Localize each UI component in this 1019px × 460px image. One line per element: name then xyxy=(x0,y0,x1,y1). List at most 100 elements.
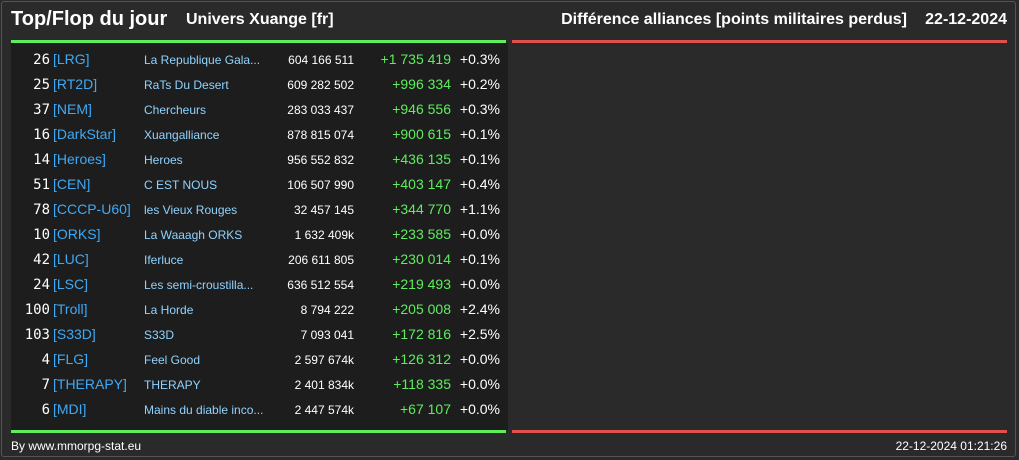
alliance-rank: 42 xyxy=(33,252,50,268)
alliance-rank: 6 xyxy=(41,402,50,418)
points-difference: +205 008 xyxy=(392,301,451,317)
alliance-name-link[interactable]: La Waaagh ORKS xyxy=(144,228,243,242)
points-difference: +344 770 xyxy=(392,201,451,217)
site-credit: By www.mmorpg-stat.eu xyxy=(11,439,142,453)
alliance-name-link[interactable]: Iferluce xyxy=(144,253,184,267)
table-row: 78 [CCCP-U60] les Vieux Rouges 32 457 145 +3… xyxy=(11,197,508,222)
table-row: 10 [ORKS] La Waaagh ORKS 1 632 409k +233 585… xyxy=(11,222,508,247)
alliance-points: 609 282 502 xyxy=(287,78,354,92)
points-difference: +67 107 xyxy=(400,401,451,417)
alliance-rank: 51 xyxy=(33,177,50,193)
alliance-tag-link[interactable]: [LRG] xyxy=(53,51,90,67)
alliance-name-link[interactable]: Mains du diable inco... xyxy=(144,403,264,417)
header: Top/Flop du jour Univers Xuange [fr] Dif… xyxy=(0,0,1019,40)
percent-change: +2.4% xyxy=(459,301,500,317)
ranking-subtitle: Différence alliances [points militaires … xyxy=(561,11,907,28)
alliance-name-link[interactable]: Chercheurs xyxy=(144,103,207,117)
table-row: 100 [Troll] La Horde 8 794 222 +205 008 +2.4% xyxy=(11,297,508,322)
alliance-points: 283 033 437 xyxy=(287,103,354,117)
percent-change: +2.5% xyxy=(459,326,500,342)
alliance-name-link[interactable]: les Vieux Rouges xyxy=(144,203,238,217)
table-row: 7 [THERAPY] THERAPY 2 401 834k +118 335 +0.0% xyxy=(11,372,508,397)
alliance-tag-link[interactable]: [LSC] xyxy=(53,276,89,292)
table-row: 103 [S33D] S33D 7 093 041 +172 816 +2.5% xyxy=(11,322,508,347)
alliance-points: 7 093 041 xyxy=(300,328,354,342)
alliance-name-link[interactable]: Feel Good xyxy=(144,353,201,367)
alliance-rank: 26 xyxy=(33,52,50,68)
percent-change: +0.2% xyxy=(459,76,500,92)
header-date: 22-12-2024 xyxy=(925,11,1007,28)
points-difference: +900 615 xyxy=(392,126,451,142)
alliance-name-link[interactable]: C EST NOUS xyxy=(144,178,218,192)
percent-change: +0.1% xyxy=(459,151,500,167)
table-row: 37 [NEM] Chercheurs 283 033 437 +946 556 +0.3… xyxy=(11,97,508,122)
alliance-points: 1 632 409k xyxy=(294,228,354,242)
top-accent-bar xyxy=(11,40,506,43)
percent-change: +0.0% xyxy=(459,401,500,417)
table-row: 14 [Heroes] Heroes 956 552 832 +436 135 +0.1% xyxy=(11,147,508,172)
alliance-points: 604 166 511 xyxy=(288,53,354,67)
points-difference: +233 585 xyxy=(392,226,451,242)
alliance-tag-link[interactable]: [RT2D] xyxy=(53,76,98,92)
alliance-rank: 100 xyxy=(24,302,50,318)
page-title: Top/Flop du jour xyxy=(11,8,168,30)
alliance-tag-link[interactable]: [NEM] xyxy=(53,101,92,117)
percent-change: +0.1% xyxy=(459,251,500,267)
alliance-tag-link[interactable]: [DarkStar] xyxy=(53,126,117,142)
alliance-rank: 4 xyxy=(41,352,50,368)
top-accent-bar-bottom xyxy=(11,430,506,433)
alliance-name-link[interactable]: Les semi-croustilla... xyxy=(144,278,254,292)
alliance-rank: 14 xyxy=(33,152,50,168)
alliance-tag-link[interactable]: [CEN] xyxy=(53,176,91,192)
alliance-name-link[interactable]: THERAPY xyxy=(144,378,201,392)
table-row: 6 [MDI] Mains du diable inco... 2 447 574k +… xyxy=(11,397,508,422)
table-row: 26 [LRG] La Republique Gala... 604 166 511 +… xyxy=(11,47,508,72)
points-difference: +172 816 xyxy=(392,326,451,342)
alliance-name-link[interactable]: S33D xyxy=(144,328,175,342)
points-difference: +118 335 xyxy=(393,376,451,392)
alliance-name-link[interactable]: Xuangalliance xyxy=(144,128,220,142)
alliance-name-link[interactable]: RaTs Du Desert xyxy=(144,78,229,92)
points-difference: +946 556 xyxy=(392,101,451,117)
alliance-tag-link[interactable]: [THERAPY] xyxy=(53,376,127,392)
alliance-rank: 78 xyxy=(33,202,50,218)
percent-change: +1.1% xyxy=(459,201,500,217)
alliance-tag-link[interactable]: [Heroes] xyxy=(53,151,106,167)
alliance-rank: 24 xyxy=(33,277,50,293)
alliance-name-link[interactable]: La Horde xyxy=(144,303,194,317)
alliance-tag-link[interactable]: [S33D] xyxy=(53,326,96,342)
alliance-tag-link[interactable]: [FLG] xyxy=(53,351,89,367)
alliance-tag-link[interactable]: [CCCP-U60] xyxy=(53,201,131,217)
alliance-points: 636 512 554 xyxy=(287,278,354,292)
percent-change: +0.3% xyxy=(459,51,500,67)
alliance-points: 956 552 832 xyxy=(287,153,354,167)
alliance-tag-link[interactable]: [ORKS] xyxy=(53,226,101,242)
panel-divider xyxy=(508,43,512,430)
percent-change: +0.0% xyxy=(459,376,500,392)
alliance-points: 2 447 574k xyxy=(294,403,354,417)
percent-change: +0.1% xyxy=(459,126,500,142)
percent-change: +0.4% xyxy=(459,176,500,192)
alliance-points: 2 597 674k xyxy=(294,353,354,367)
alliance-points: 206 611 805 xyxy=(288,253,354,267)
alliance-points: 2 401 834k xyxy=(294,378,354,392)
alliance-tag-link[interactable]: [MDI] xyxy=(53,401,87,417)
footer-timestamp: 22-12-2024 01:21:26 xyxy=(895,439,1007,453)
alliance-rank: 7 xyxy=(41,377,50,393)
flop-accent-bar-bottom xyxy=(512,430,1007,433)
alliance-tag-link[interactable]: [LUC] xyxy=(53,251,89,267)
table-row: 51 [CEN] C EST NOUS 106 507 990 +403 147 +0.4… xyxy=(11,172,508,197)
table-row: 42 [LUC] Iferluce 206 611 805 +230 014 +0.1% xyxy=(11,247,508,272)
alliance-name-link[interactable]: Heroes xyxy=(144,153,183,167)
alliance-rank: 25 xyxy=(33,77,50,93)
points-difference: +219 493 xyxy=(392,276,451,292)
table-row: 25 [RT2D] RaTs Du Desert 609 282 502 +996 33… xyxy=(11,72,508,97)
points-difference: +403 147 xyxy=(392,176,451,192)
points-difference: +436 135 xyxy=(392,151,451,167)
points-difference: +1 735 419 xyxy=(380,51,451,67)
alliance-name-link[interactable]: La Republique Gala... xyxy=(144,53,261,67)
alliance-tag-link[interactable]: [Troll] xyxy=(53,301,88,317)
alliance-points: 8 794 222 xyxy=(300,303,354,317)
flop-accent-bar xyxy=(512,40,1007,43)
alliance-rank: 16 xyxy=(33,127,50,143)
